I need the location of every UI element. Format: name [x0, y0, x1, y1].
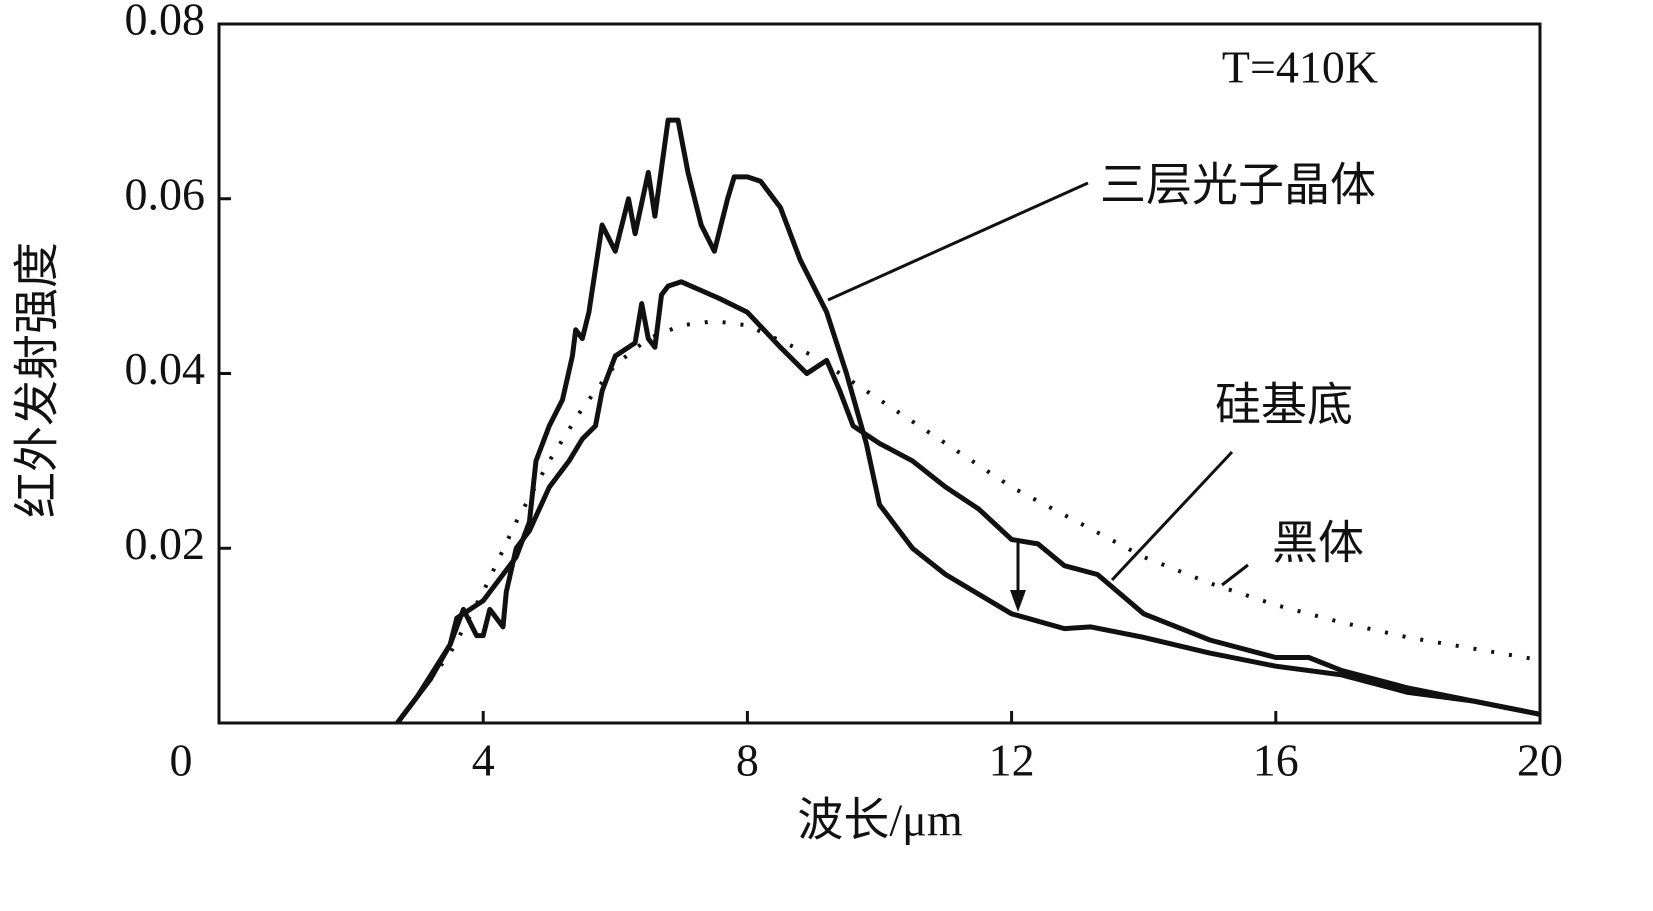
x-tick-label: 20 [1517, 735, 1563, 786]
series-line [395, 117, 1541, 725]
x-tick-label: 8 [736, 735, 759, 786]
arrow-head [1010, 590, 1026, 612]
x-tick-label: 4 [472, 735, 495, 786]
series-label: 三层光子晶体 [1100, 160, 1376, 211]
series-label: 硅基底 [1215, 380, 1353, 431]
y-tick-label: 0.08 [125, 0, 206, 45]
series-line [395, 279, 1541, 725]
y-tick-label: 0.06 [125, 168, 206, 219]
y-tick-label: 0.02 [125, 518, 206, 569]
x-tick-label: 12 [989, 735, 1035, 786]
leader-line [827, 181, 1089, 302]
leader-line [1221, 563, 1249, 587]
x-tick-label: 16 [1253, 735, 1299, 786]
plot-frame [217, 22, 1542, 725]
series-label: 黑体 [1272, 518, 1364, 569]
y-tick-label: 0.04 [125, 343, 206, 394]
x-tick-label: 0 [170, 735, 193, 786]
leader-line [1110, 450, 1234, 582]
annotation: T=410K [1222, 42, 1378, 93]
y-axis-label: 红外发射强度 [12, 242, 63, 518]
x-axis-label: 波长/μm [797, 795, 962, 846]
